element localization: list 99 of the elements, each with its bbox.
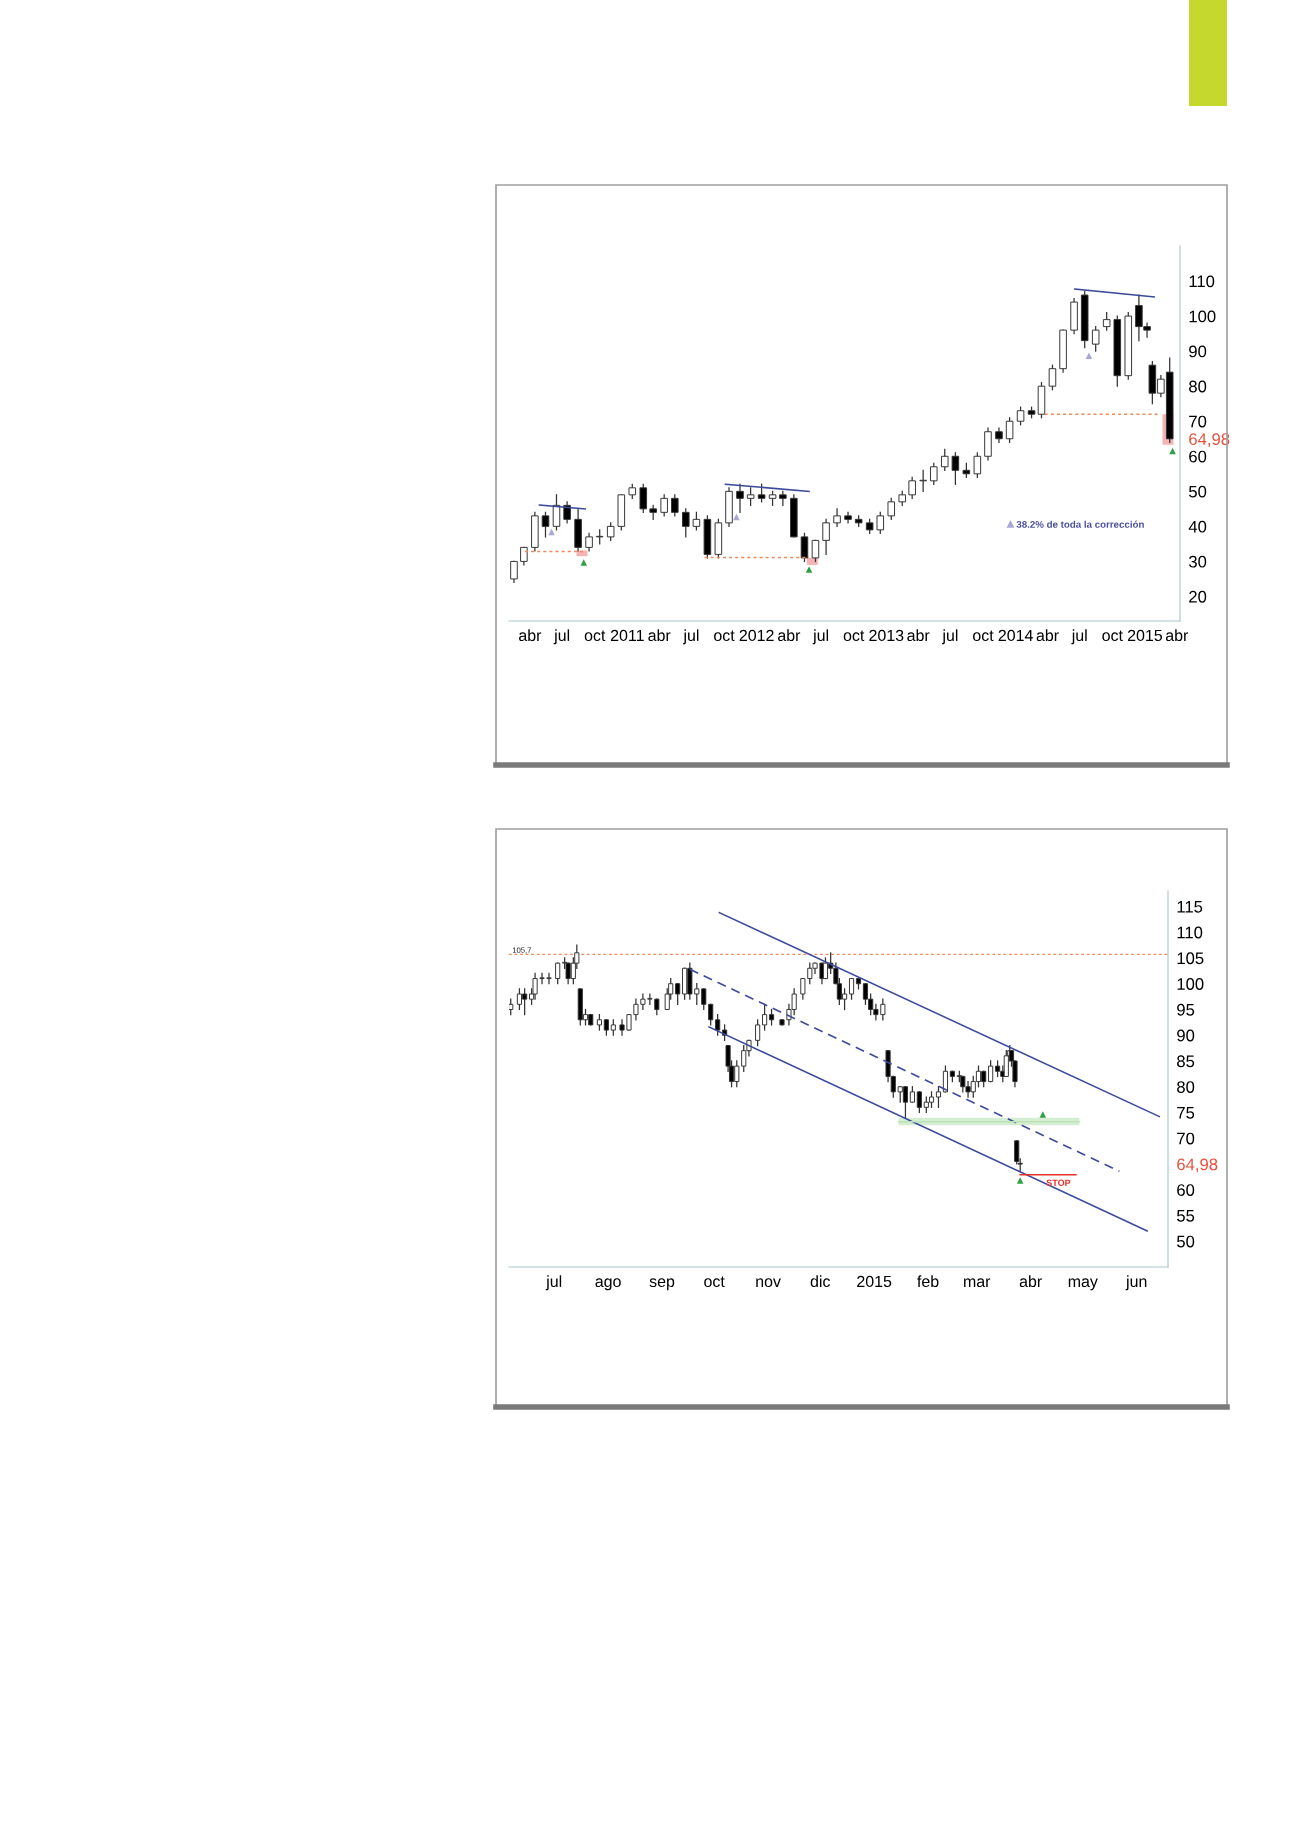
x-tick-label: oct [1102, 630, 1123, 642]
candlestick [715, 1013, 721, 1036]
candlestick [1091, 325, 1100, 352]
x-tick-label: jul [1071, 629, 1087, 645]
y-tick-label: 70 [1189, 415, 1207, 428]
x-tick-label: mar [964, 1278, 991, 1288]
x-tick-label: sep [649, 1278, 675, 1291]
x-tick-label: 2012 [739, 629, 774, 642]
y-tick-label: 100 [1189, 310, 1216, 323]
y-tick-label: 30 [1188, 555, 1207, 568]
x-tick-label: 2014 [998, 629, 1033, 642]
y-tick-label: 64,98 [1189, 433, 1230, 447]
y-tick-label: 50 [1189, 485, 1207, 498]
y-tick-label: 110 [1189, 275, 1215, 288]
x-tick-label: oct [714, 630, 735, 642]
candlestick [736, 483, 744, 513]
x-tick-label: 2013 [869, 629, 904, 642]
y-tick-label: 110 [1177, 926, 1203, 939]
candlestick [811, 539, 820, 563]
candlestick [708, 1003, 714, 1026]
candlestick [755, 1019, 761, 1047]
x-tick-label: jul [683, 629, 699, 645]
x-tick-label: feb [917, 1275, 939, 1288]
candlestick [1048, 364, 1057, 391]
candlestick [510, 560, 518, 584]
candlestick [908, 476, 916, 499]
candlestick [887, 497, 896, 520]
candlestick [942, 1065, 949, 1093]
candlestick [951, 452, 960, 485]
candlestick [822, 957, 829, 980]
candlestick [555, 962, 561, 985]
candlestick [762, 1003, 768, 1031]
point [580, 559, 588, 566]
x-tick-label: abr [648, 629, 671, 642]
x-tick-label: 2011 [610, 629, 644, 642]
x-tick-label: oct [973, 630, 994, 642]
candlestick [935, 1086, 942, 1108]
candlestick [660, 494, 668, 517]
candlestick [671, 494, 679, 517]
candlestick [929, 462, 938, 485]
y-tick-label: 80 [1177, 1081, 1195, 1093]
x-tick-label: jul [812, 629, 829, 645]
x-tick-label: abr [1165, 629, 1189, 642]
candlestick [916, 1091, 922, 1114]
y-tick-label: 115 [1177, 901, 1203, 913]
candlestick [940, 448, 949, 471]
y-tick-label: 90 [1177, 1029, 1195, 1042]
candlestick [682, 508, 690, 538]
point [805, 566, 813, 573]
y-tick-label: 60 [1177, 1184, 1195, 1196]
x-tick-label: abr [778, 629, 801, 642]
x-tick-label: 2015 [857, 1275, 892, 1288]
x-tick-label: oct [584, 630, 606, 642]
candlestick [833, 508, 841, 527]
x-tick-label: may [1068, 1278, 1098, 1291]
y-tick-label: 50 [1177, 1235, 1195, 1248]
point [1085, 352, 1093, 359]
candlestick [779, 490, 787, 506]
candlestick [848, 977, 855, 1000]
y-tick-label: 85 [1177, 1055, 1195, 1068]
y-tick-label: 105 [1177, 952, 1204, 965]
x-tick-label: nov [756, 1278, 781, 1288]
y-tick-label: 70 [1177, 1132, 1195, 1145]
x-tick-label: jul [545, 1275, 562, 1291]
x-tick-label: abr [519, 629, 542, 642]
candlestick [988, 1060, 994, 1083]
x-tick-label: jul [942, 629, 958, 645]
x-tick-label: dic [810, 1275, 831, 1288]
candlestick [800, 532, 809, 563]
y-tick-label: 100 [1177, 978, 1204, 990]
y-tick-label: 64,98 [1177, 1158, 1218, 1173]
legend-label: 38.2% de toda la corrección [1016, 520, 1144, 528]
y-tick-label: 20 [1189, 590, 1207, 603]
candlestick [1005, 417, 1014, 443]
y-tick-label: 40 [1188, 520, 1207, 533]
candlestick [516, 988, 523, 1011]
x-tick-label: jul [553, 629, 570, 645]
y-tick-label: 90 [1189, 345, 1207, 358]
y-tick-label: 60 [1189, 450, 1207, 463]
candlestick [973, 452, 982, 478]
x-tick-label: 2015 [1127, 629, 1163, 642]
y-tick-label: 80 [1189, 380, 1207, 393]
candlestick [876, 511, 885, 535]
candlestick [675, 983, 681, 1005]
x-tick-label: ago [595, 1278, 621, 1291]
x-tick-label: abr [1036, 629, 1059, 642]
candlestick [639, 483, 648, 513]
x-tick-label: jun [1125, 1275, 1147, 1291]
candlestick [822, 518, 830, 556]
x-tick-label: oct [704, 1276, 725, 1288]
y-tick-label: 75 [1177, 1107, 1195, 1119]
x-tick-label: abr [907, 629, 930, 642]
candlestick [541, 511, 550, 538]
y-tick-label: 95 [1177, 1003, 1195, 1016]
candlestick [844, 511, 852, 524]
annotation: STOP [1046, 1179, 1071, 1186]
y-tick-label: 55 [1177, 1210, 1195, 1222]
x-tick-label: abr [1019, 1275, 1042, 1288]
x-tick-label: oct [843, 630, 865, 642]
